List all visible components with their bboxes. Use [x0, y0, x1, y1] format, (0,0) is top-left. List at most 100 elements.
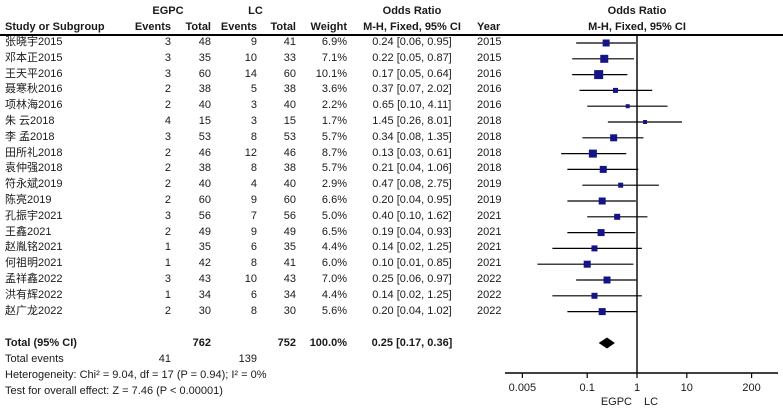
odds-ratio-text-header: Odds Ratio [382, 5, 442, 17]
cell-t1: 48 [198, 36, 211, 48]
cell-e2: 9 [250, 194, 257, 206]
cell-name: 孟祥鑫2022 [5, 273, 63, 285]
cell-year: 2018 [477, 130, 502, 143]
cell-e2: 5 [250, 83, 257, 96]
cell-name: 田所礼2018 [5, 146, 63, 159]
cell-t1: 38 [198, 162, 211, 175]
or-marker [618, 182, 624, 188]
cell-year: 2021 [477, 225, 502, 238]
cell-t1: 43 [198, 273, 211, 285]
total-row: Total (95% CI) 762 752 100.0% 0.25 [0.17… [0, 336, 520, 352]
cell-name: 赵胤铭2021 [5, 241, 63, 254]
cell-ci: 0.34 [0.08, 1.35] [372, 130, 452, 143]
cell-t2: 35 [283, 241, 296, 254]
or-marker [591, 292, 598, 299]
study-column-header: Study or Subgroup [5, 21, 105, 33]
cell-t2: 46 [283, 146, 296, 159]
cell-ci: 1.45 [0.26, 8.01] [372, 115, 452, 127]
cell-weight: 5.6% [321, 304, 347, 317]
cell-e1: 2 [164, 304, 171, 317]
favours-left-label: EGPC [601, 396, 632, 408]
overall-effect-line: Test for overall effect: Z = 7.46 (P < 0… [5, 385, 223, 397]
study-row: 赵胤铭2021 1 35 6 35 4.4% 0.14 [0.02, 1.25] 2021 [0, 240, 520, 256]
cell-t1: 49 [198, 225, 211, 238]
cell-year: 2015 [477, 36, 502, 48]
cell-e2: 6 [250, 288, 257, 301]
cell-weight: 6.0% [321, 257, 347, 270]
cell-weight: 3.6% [321, 83, 347, 96]
cell-year: 2016 [477, 83, 502, 96]
study-row: 邓本正2015 3 35 10 33 7.1% 0.22 [0.05, 0.87] 2015 [0, 51, 520, 67]
cell-t2: 60 [283, 67, 296, 80]
cell-e1: 2 [164, 225, 171, 238]
mh-text-column-header: M-H, Fixed, 95% CI [363, 21, 461, 33]
study-row: 朱 云2018 4 15 3 15 1.7% 1.45 [0.26, 8.01] 2018 [0, 114, 520, 130]
cell-ci: 0.20 [0.04, 0.95] [372, 194, 452, 206]
cell-t1: 60 [198, 67, 211, 80]
cell-t2: 41 [283, 36, 296, 48]
events2-column-header: Events [220, 21, 257, 33]
cell-weight: 6.5% [321, 225, 347, 238]
cell-ci: 0.17 [0.05, 0.64] [372, 67, 452, 80]
cell-name: 王天平2016 [5, 67, 63, 80]
cell-weight: 7.1% [321, 51, 347, 64]
cell-e2: 8 [250, 304, 257, 317]
cell-ci: 0.14 [0.02, 1.25] [372, 288, 452, 301]
or-marker [600, 54, 609, 63]
cell-year: 2019 [477, 194, 502, 206]
cell-e2: 6 [250, 241, 257, 254]
cell-weight: 1.7% [321, 115, 347, 127]
cell-t1: 35 [198, 241, 211, 254]
cell-e1: 2 [164, 162, 171, 175]
study-row: 田所礼2018 2 46 12 46 8.7% 0.13 [0.03, 0.61] 2018 [0, 146, 520, 162]
cell-e2: 8 [250, 162, 257, 175]
cell-t2: 40 [283, 99, 296, 112]
cell-t2: 49 [283, 225, 296, 238]
total-events-e1: 41 [158, 353, 171, 365]
study-row: 袁仲强2018 2 38 8 38 5.7% 0.21 [0.04, 1.06] 2018 [0, 161, 520, 177]
cell-weight: 7.0% [321, 273, 347, 285]
cell-weight: 5.7% [321, 162, 347, 175]
cell-name: 李 孟2018 [5, 130, 55, 143]
or-marker [612, 87, 618, 93]
cell-t2: 38 [283, 162, 296, 175]
cell-weight: 2.9% [321, 178, 347, 191]
year-column-header: Year [477, 21, 501, 33]
cell-year: 2018 [477, 115, 502, 127]
cell-year: 2022 [477, 288, 502, 301]
cell-name: 何祖明2021 [5, 257, 63, 270]
weight-column-header: Weight [310, 21, 347, 33]
cell-weight: 10.1% [315, 67, 347, 80]
cell-weight: 4.4% [321, 241, 347, 254]
study-row: 王鑫2021 2 49 9 49 6.5% 0.19 [0.04, 0.93] 2021 [0, 225, 520, 241]
total-t1: 762 [192, 337, 211, 349]
cell-name: 王鑫2021 [5, 225, 52, 238]
cell-e2: 3 [250, 115, 257, 127]
total-events-e2: 139 [238, 353, 257, 365]
cell-ci: 0.21 [0.04, 1.06] [372, 162, 452, 175]
or-marker [610, 134, 618, 142]
cell-ci: 0.47 [0.08, 2.75] [372, 178, 452, 191]
cell-ci: 0.65 [0.10, 4.11] [372, 99, 452, 112]
header-divider [0, 34, 783, 36]
cell-ci: 0.25 [0.06, 0.97] [372, 273, 452, 285]
cell-e1: 1 [164, 241, 171, 254]
cell-name: 洪有辉2022 [5, 288, 63, 301]
cell-t2: 34 [283, 288, 296, 301]
cell-year: 2018 [477, 146, 502, 159]
favours-right-label: LC [644, 396, 658, 408]
total-ci: 0.25 [0.17, 0.36] [371, 337, 453, 349]
or-marker [614, 213, 621, 220]
or-marker [594, 70, 604, 80]
cell-weight: 5.0% [321, 209, 347, 222]
cell-weight: 5.7% [321, 130, 347, 143]
study-row: 孔振宇2021 3 56 7 56 5.0% 0.40 [0.10, 1.62] 2021 [0, 209, 520, 225]
cell-t2: 56 [283, 209, 296, 222]
cell-t1: 42 [198, 257, 211, 270]
cell-t1: 56 [198, 209, 211, 222]
cell-e1: 2 [164, 178, 171, 191]
or-marker [602, 39, 610, 47]
cell-e1: 2 [164, 146, 171, 159]
cell-year: 2022 [477, 304, 502, 317]
cell-year: 2021 [477, 257, 502, 270]
